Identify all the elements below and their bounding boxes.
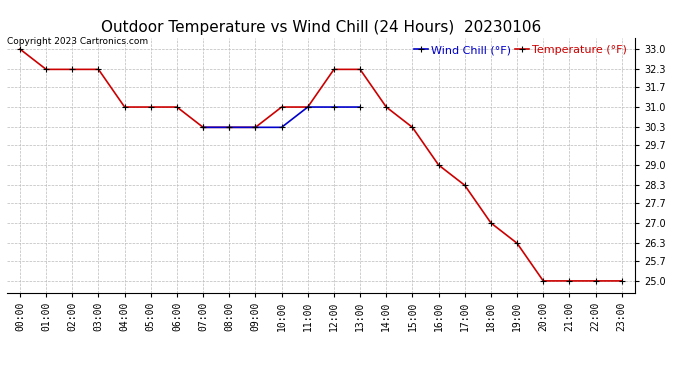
Line: Temperature (°F): Temperature (°F): [17, 46, 624, 284]
Temperature (°F): [42, 67, 50, 72]
Temperature (°F): [330, 67, 338, 72]
Temperature (°F): [408, 125, 417, 130]
Legend: Wind Chill (°F), Temperature (°F): Wind Chill (°F), Temperature (°F): [412, 43, 629, 57]
Wind Chill (°F): [225, 125, 233, 130]
Temperature (°F): [68, 67, 77, 72]
Temperature (°F): [251, 125, 259, 130]
Wind Chill (°F): [251, 125, 259, 130]
Temperature (°F): [565, 279, 573, 283]
Wind Chill (°F): [330, 105, 338, 109]
Temperature (°F): [461, 183, 469, 188]
Temperature (°F): [356, 67, 364, 72]
Temperature (°F): [539, 279, 547, 283]
Wind Chill (°F): [199, 125, 207, 130]
Temperature (°F): [16, 47, 24, 51]
Temperature (°F): [199, 125, 207, 130]
Wind Chill (°F): [277, 125, 286, 130]
Temperature (°F): [172, 105, 181, 109]
Wind Chill (°F): [356, 105, 364, 109]
Temperature (°F): [435, 163, 443, 167]
Temperature (°F): [591, 279, 600, 283]
Temperature (°F): [277, 105, 286, 109]
Temperature (°F): [304, 105, 312, 109]
Temperature (°F): [618, 279, 626, 283]
Wind Chill (°F): [304, 105, 312, 109]
Temperature (°F): [147, 105, 155, 109]
Text: Copyright 2023 Cartronics.com: Copyright 2023 Cartronics.com: [7, 38, 148, 46]
Temperature (°F): [382, 105, 391, 109]
Temperature (°F): [121, 105, 129, 109]
Temperature (°F): [486, 221, 495, 225]
Temperature (°F): [513, 241, 521, 246]
Line: Wind Chill (°F): Wind Chill (°F): [200, 104, 363, 130]
Title: Outdoor Temperature vs Wind Chill (24 Hours)  20230106: Outdoor Temperature vs Wind Chill (24 Ho…: [101, 20, 541, 35]
Temperature (°F): [225, 125, 233, 130]
Temperature (°F): [95, 67, 103, 72]
